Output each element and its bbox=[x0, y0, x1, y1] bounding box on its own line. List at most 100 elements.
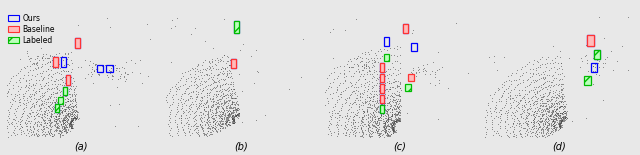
Point bbox=[65, 51, 76, 53]
Point bbox=[559, 116, 569, 119]
Point bbox=[61, 58, 72, 60]
Point bbox=[375, 99, 385, 101]
Point bbox=[36, 87, 47, 90]
Point bbox=[68, 117, 79, 119]
Point bbox=[115, 75, 125, 77]
Point bbox=[50, 100, 60, 103]
Point bbox=[61, 125, 71, 127]
Point bbox=[594, 60, 604, 63]
Point bbox=[65, 93, 75, 95]
Point bbox=[342, 63, 352, 66]
Point bbox=[554, 119, 564, 122]
Point bbox=[207, 60, 218, 63]
Point bbox=[523, 120, 533, 122]
Point bbox=[71, 117, 81, 119]
Point bbox=[214, 88, 225, 91]
Point bbox=[21, 79, 31, 81]
Point bbox=[40, 63, 50, 66]
Point bbox=[537, 100, 547, 102]
Point bbox=[390, 120, 400, 122]
Point bbox=[387, 127, 397, 130]
Point bbox=[58, 103, 68, 106]
Point bbox=[42, 113, 52, 116]
Point bbox=[388, 128, 398, 131]
Point bbox=[43, 68, 53, 71]
Point bbox=[372, 127, 382, 129]
Point bbox=[196, 121, 207, 124]
Point bbox=[120, 72, 130, 75]
Point bbox=[58, 118, 68, 120]
Point bbox=[205, 107, 215, 110]
Point bbox=[502, 116, 512, 118]
Point bbox=[24, 82, 34, 84]
Point bbox=[68, 117, 78, 119]
Point bbox=[525, 108, 536, 110]
Point bbox=[69, 105, 79, 107]
Point bbox=[376, 113, 386, 115]
Point bbox=[556, 105, 566, 107]
Point bbox=[200, 124, 211, 126]
Point bbox=[545, 105, 555, 108]
Point bbox=[228, 119, 239, 122]
Point bbox=[542, 95, 552, 97]
Point bbox=[349, 135, 360, 137]
Point bbox=[349, 82, 360, 85]
Point bbox=[524, 91, 534, 94]
Point bbox=[172, 105, 182, 108]
Point bbox=[29, 58, 40, 60]
Point bbox=[39, 113, 49, 115]
Point bbox=[520, 115, 531, 118]
Point bbox=[388, 121, 399, 124]
Point bbox=[204, 117, 214, 119]
Point bbox=[516, 106, 527, 108]
Point bbox=[348, 116, 358, 119]
Point bbox=[52, 117, 63, 120]
Point bbox=[65, 122, 75, 125]
Point bbox=[392, 100, 402, 102]
Point bbox=[544, 105, 554, 108]
Point bbox=[20, 91, 31, 94]
Point bbox=[325, 31, 335, 33]
Point bbox=[370, 131, 380, 133]
Point bbox=[36, 113, 47, 115]
Point bbox=[559, 75, 569, 78]
Point bbox=[360, 86, 370, 88]
Point bbox=[165, 117, 175, 119]
Point bbox=[536, 120, 546, 122]
Point bbox=[37, 100, 47, 102]
Point bbox=[515, 121, 525, 124]
Point bbox=[59, 94, 69, 97]
Point bbox=[588, 70, 598, 72]
Point bbox=[3, 90, 13, 92]
Point bbox=[225, 121, 235, 123]
Point bbox=[553, 122, 563, 125]
Point bbox=[526, 80, 536, 83]
Point bbox=[543, 98, 553, 100]
Point bbox=[387, 126, 397, 128]
Point bbox=[538, 124, 548, 126]
Point bbox=[349, 128, 360, 131]
Point bbox=[217, 111, 227, 113]
Point bbox=[8, 99, 18, 102]
Point bbox=[221, 119, 232, 122]
Point bbox=[43, 86, 53, 89]
Point bbox=[534, 78, 545, 80]
Point bbox=[557, 94, 567, 97]
Point bbox=[547, 91, 557, 94]
Point bbox=[67, 120, 77, 122]
Point bbox=[380, 102, 390, 104]
Point bbox=[167, 86, 177, 88]
Point bbox=[189, 112, 200, 114]
Point bbox=[58, 123, 68, 126]
Point bbox=[52, 88, 62, 90]
Point bbox=[367, 127, 377, 130]
Point bbox=[189, 73, 200, 76]
Point bbox=[9, 125, 19, 127]
Point bbox=[63, 100, 73, 102]
Point bbox=[623, 15, 634, 18]
Point bbox=[382, 112, 392, 114]
Point bbox=[208, 130, 218, 132]
Point bbox=[26, 95, 36, 97]
Point bbox=[59, 130, 69, 132]
Bar bbox=[403, 24, 408, 33]
